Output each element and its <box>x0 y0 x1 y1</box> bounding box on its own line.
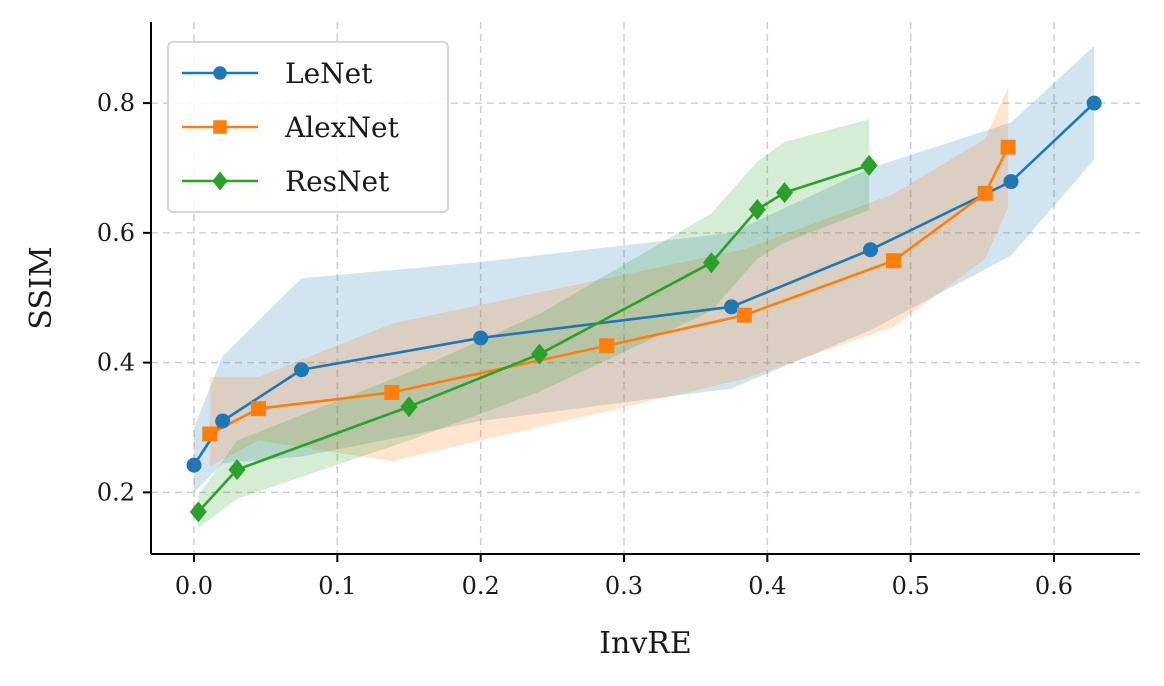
legend-box <box>167 41 449 213</box>
x-tick-label: 0.0 <box>175 572 213 600</box>
resnet-point <box>748 198 766 220</box>
y-tick-label: 0.8 <box>97 89 135 117</box>
lenet-point <box>294 362 309 378</box>
series-markers <box>186 95 1102 523</box>
x-tick-label: 0.1 <box>318 572 356 600</box>
resnet-point <box>702 252 720 274</box>
x-axis-title: InvRE <box>599 626 692 661</box>
resnet-point <box>530 343 548 365</box>
legend-marker-lenet <box>213 66 227 80</box>
alexnet-point <box>977 185 993 201</box>
y-tick-label: 0.4 <box>97 349 135 377</box>
x-tick-label: 0.6 <box>1035 572 1073 600</box>
axes: 0.0 0.1 0.2 0.3 0.4 0.5 0.6 0.2 0.4 0.6 0.8 <box>97 22 1140 600</box>
lenet-point <box>863 242 879 258</box>
resnet-point <box>228 459 246 481</box>
legend: LeNet AlexNet ResNet <box>167 41 449 213</box>
grid <box>151 22 1140 554</box>
x-tick-label: 0.5 <box>892 572 930 600</box>
x-tick-label: 0.2 <box>462 572 500 600</box>
legend-label-alexnet: AlexNet <box>284 111 400 144</box>
alexnet-point <box>599 338 615 354</box>
line-alexnet <box>209 146 1010 436</box>
y-tick-label: 0.6 <box>97 219 135 247</box>
resnet-point <box>189 501 207 523</box>
band-alexnet <box>209 86 1009 467</box>
x-tick-label: 0.3 <box>605 572 643 600</box>
lenet-point <box>473 330 489 346</box>
legend-marker-alexnet <box>213 120 227 134</box>
legend-label-resnet: ResNet <box>285 165 390 198</box>
x-tick-label: 0.4 <box>748 572 786 600</box>
alexnet-point <box>384 384 400 400</box>
lenet-point <box>1086 95 1102 111</box>
alexnet-point <box>202 426 218 442</box>
band-resnet <box>198 119 870 529</box>
alexnet-point <box>885 253 901 269</box>
y-tick-label: 0.2 <box>97 478 135 506</box>
alexnet-point <box>1000 139 1016 155</box>
legend-marker-resnet <box>212 171 228 191</box>
lenet-point <box>215 413 231 429</box>
band-lenet <box>194 46 1095 493</box>
alexnet-point <box>251 401 266 417</box>
legend-label-lenet: LeNet <box>285 57 373 90</box>
resnet-point <box>400 396 418 418</box>
resnet-point <box>776 182 794 204</box>
resnet-point <box>860 154 878 176</box>
confidence-bands <box>194 46 1095 529</box>
y-axis-title: SSIM <box>24 246 59 329</box>
lenet-point <box>724 299 739 315</box>
lenet-point <box>1003 174 1019 190</box>
lenet-point <box>186 457 202 473</box>
alexnet-point <box>736 307 752 323</box>
